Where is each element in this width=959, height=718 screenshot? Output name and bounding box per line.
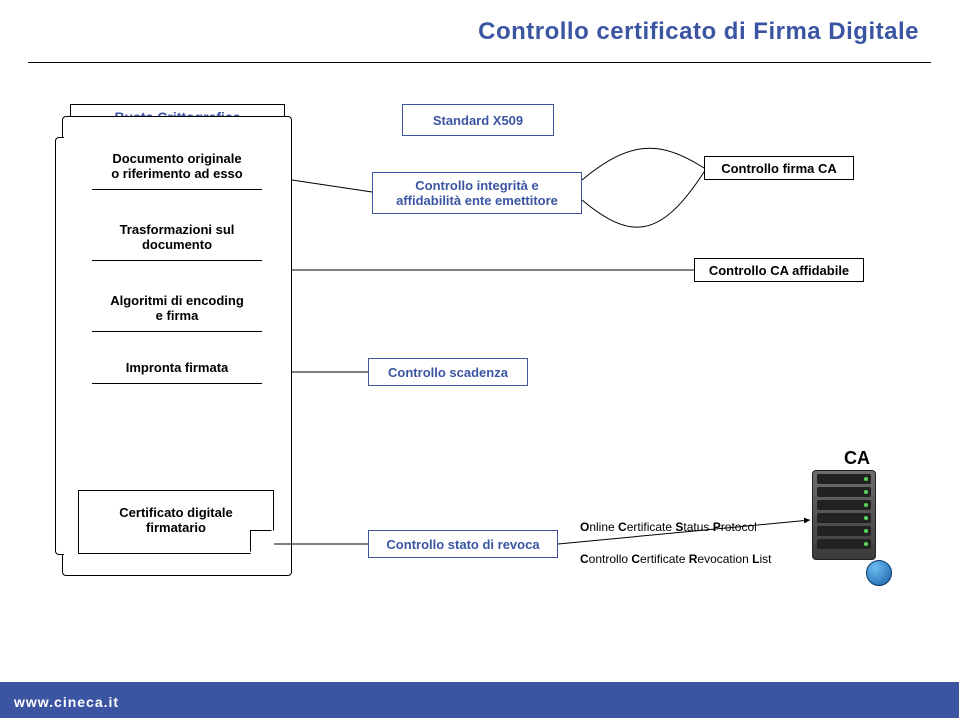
globe-icon — [866, 560, 892, 586]
box-standard-x509: Standard X509 — [402, 104, 554, 136]
footer-bar: www.cineca.it — [0, 682, 959, 718]
page-curl-icon — [250, 530, 274, 554]
section-trasf: Trasformazioni suldocumento — [63, 222, 291, 252]
text-ocsp: Online Certificate Status Protocol — [580, 520, 757, 534]
box-scadenza: Controllo scadenza — [368, 358, 528, 386]
text-crl: Controllo Certificate Revocation List — [580, 552, 771, 566]
section-impronta: Impronta firmata — [63, 360, 291, 375]
ca-label: CA — [844, 448, 870, 469]
certificato-box: Certificato digitalefirmatario — [78, 490, 274, 554]
sep — [92, 331, 262, 332]
box-ca-affidabile: Controllo CA affidabile — [694, 258, 864, 282]
sep — [92, 260, 262, 261]
server-icon — [812, 470, 886, 580]
box-firma-ca: Controllo firma CA — [704, 156, 854, 180]
title-rule — [28, 62, 931, 63]
cert-text: Certificato digitalefirmatario — [79, 491, 273, 535]
box-revoca: Controllo stato di revoca — [368, 530, 558, 558]
page-title: Controllo certificato di Firma Digitale — [478, 18, 919, 46]
footer-url: www.cineca.it — [14, 694, 119, 710]
slide-root: Controllo certificato di Firma Digitale … — [0, 0, 959, 718]
section-doc: Documento originaleo riferimento ad esso — [63, 151, 291, 181]
box-integrita: Controllo integrità eaffidabilità ente e… — [372, 172, 582, 214]
sep — [92, 383, 262, 384]
sep — [92, 189, 262, 190]
section-algo: Algoritmi di encodinge firma — [63, 293, 291, 323]
